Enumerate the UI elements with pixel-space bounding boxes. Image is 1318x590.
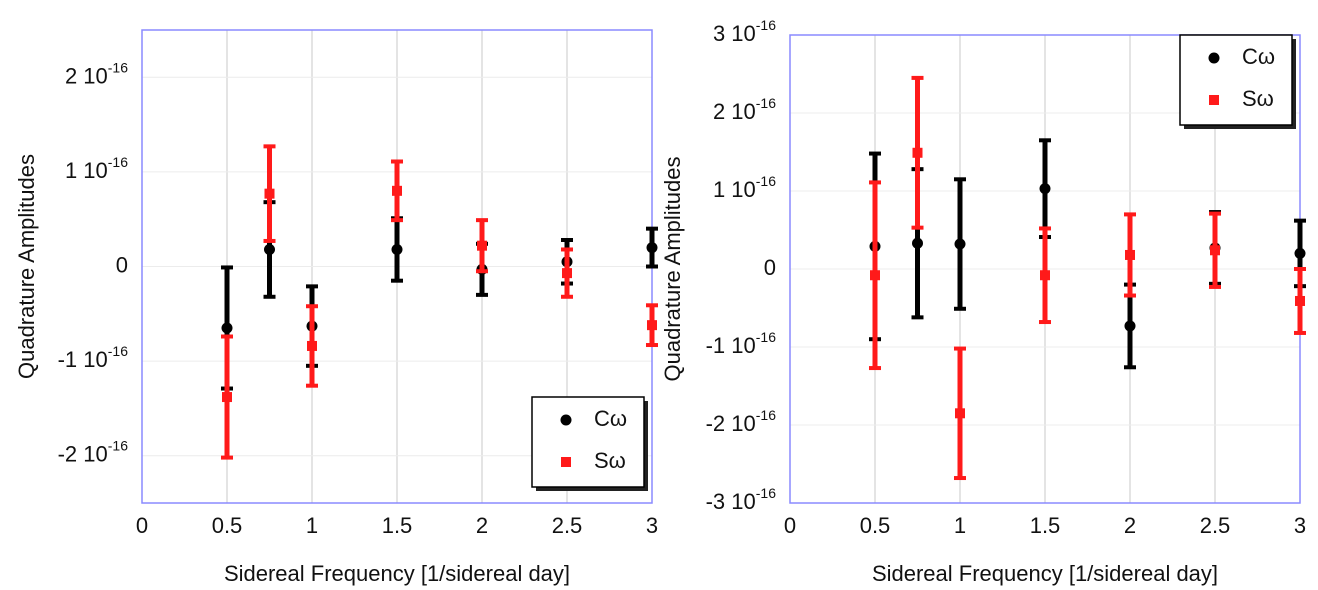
data-point: [1295, 295, 1305, 306]
legend-label: Cω: [594, 406, 627, 431]
y-tick-label: -2 10-16: [58, 437, 129, 466]
y-tick-base: 2 10: [65, 63, 108, 88]
legend-box: [531, 396, 645, 488]
data-point: [222, 392, 232, 403]
legend-marker: [1209, 95, 1219, 105]
data-point: [870, 270, 880, 281]
x-tick-label: 0.5: [212, 513, 243, 538]
x-tick-label: 2: [476, 513, 488, 538]
legend-marker: [561, 457, 571, 467]
data-point: [646, 242, 658, 254]
data-point: [912, 147, 923, 158]
data-point: [307, 340, 317, 351]
y-tick-label: -1 10-16: [58, 343, 129, 372]
y-axis-title: Quadrature Amplitudes: [14, 154, 39, 379]
y-tick-exponent: -16: [756, 17, 776, 33]
legend: Cω Sω: [531, 396, 648, 491]
data-point: [391, 243, 403, 255]
y-tick-label: 2 10-16: [713, 95, 776, 124]
y-tick-label: 1 10-16: [713, 173, 776, 202]
y-tick-label: 3 10-16: [713, 17, 776, 46]
y-tick-exponent: -16: [756, 173, 776, 189]
y-tick-base: -1 10: [58, 347, 108, 372]
y-tick-label: -1 10-16: [706, 329, 777, 358]
legend-label: Cω: [1242, 44, 1275, 69]
y-tick-base: 1 10: [65, 158, 108, 183]
y-tick-exponent: -16: [108, 59, 128, 75]
y-tick-exponent: -16: [756, 329, 776, 345]
y-tick-exponent: -16: [756, 95, 776, 111]
x-tick-label: 1: [306, 513, 318, 538]
y-tick-base: -2 10: [58, 442, 108, 467]
x-tick-label: 0: [136, 513, 148, 538]
y-tick-label: 0: [116, 252, 128, 277]
x-tick-label: 1.5: [1030, 513, 1061, 538]
y-tick-base: 3 10: [713, 21, 756, 46]
x-tick-label: 0.5: [860, 513, 891, 538]
data-point: [1124, 320, 1136, 332]
data-point: [477, 240, 487, 251]
x-axis-title: Sidereal Frequency [1/sidereal day]: [872, 561, 1218, 586]
data-point: [954, 238, 966, 250]
x-tick-label: 3: [1294, 513, 1306, 538]
chart-panel: 0 0.5 1 1.5 2 2.5 3-3 10-16-2 10-16-1 10-1601 …: [660, 17, 1306, 586]
legend-marker: [1208, 52, 1220, 64]
y-tick-base: 2 10: [713, 99, 756, 124]
y-tick-exponent: -16: [108, 343, 128, 359]
data-point: [912, 237, 923, 249]
data-point: [647, 320, 657, 331]
y-tick-label: 1 10-16: [65, 154, 128, 183]
data-point: [562, 268, 572, 279]
y-tick-base: -2 10: [706, 411, 756, 436]
x-tick-label: 2: [1124, 513, 1136, 538]
x-axis-title: Sidereal Frequency [1/sidereal day]: [224, 561, 570, 586]
y-axis-title: Quadrature Amplitudes: [660, 156, 685, 381]
x-tick-label: 0: [784, 513, 796, 538]
data-point: [221, 322, 233, 334]
y-tick-base: -3 10: [706, 489, 756, 514]
y-tick-label: -2 10-16: [706, 407, 777, 436]
data-point: [1039, 183, 1051, 195]
data-point: [392, 185, 402, 196]
legend: Cω Sω: [1179, 34, 1296, 129]
data-point: [264, 243, 275, 255]
data-point: [1294, 247, 1306, 259]
data-point: [1125, 249, 1135, 260]
legend-label: Sω: [1242, 86, 1274, 111]
x-tick-label: 3: [646, 513, 658, 538]
x-tick-label: 1.5: [382, 513, 413, 538]
y-tick-label: 0: [764, 255, 776, 280]
y-tick-label: 2 10-16: [65, 59, 128, 88]
legend-marker: [560, 414, 572, 426]
y-tick-exponent: -16: [756, 407, 776, 423]
y-tick-exponent: -16: [108, 437, 128, 453]
data-point: [264, 188, 275, 199]
y-tick-exponent: -16: [756, 485, 776, 501]
legend-box: [1179, 34, 1293, 126]
y-tick-base: -1 10: [706, 333, 756, 358]
legend-label: Sω: [594, 448, 626, 473]
data-point: [955, 408, 965, 419]
y-tick-exponent: -16: [108, 154, 128, 170]
x-tick-label: 2.5: [552, 513, 583, 538]
data-point: [1210, 245, 1220, 256]
data-point: [1040, 270, 1050, 281]
y-tick-label: -3 10-16: [706, 485, 777, 514]
x-tick-label: 2.5: [1200, 513, 1231, 538]
x-tick-label: 1: [954, 513, 966, 538]
y-tick-base: 1 10: [713, 177, 756, 202]
